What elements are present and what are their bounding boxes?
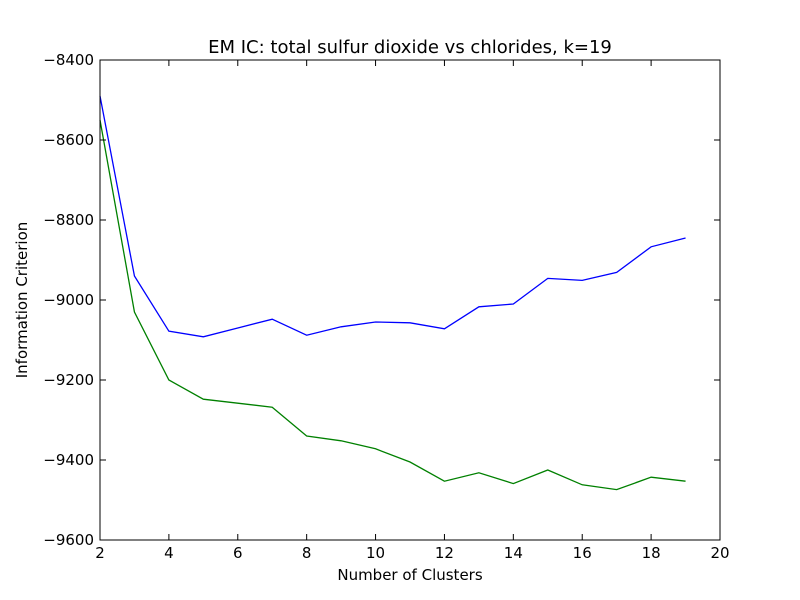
x-tick-label: 20 — [710, 544, 729, 562]
y-tick-label: −9200 — [43, 371, 94, 389]
chart-title: EM IC: total sulfur dioxide vs chlorides… — [208, 37, 612, 58]
x-tick-label: 18 — [642, 544, 661, 562]
x-tick-label: 2 — [95, 544, 105, 562]
y-tick-label: −9600 — [43, 531, 94, 549]
series-line-2 — [99, 119, 686, 491]
y-axis-label: Information Criterion — [13, 222, 31, 379]
x-tick-label: 8 — [302, 544, 312, 562]
y-tick-label: −8600 — [43, 131, 94, 149]
y-tick-label: −8800 — [43, 211, 94, 229]
y-tick-label: −9000 — [43, 291, 94, 309]
x-tick-label: 4 — [164, 544, 174, 562]
series-line-1 — [99, 95, 686, 338]
x-tick-label: 6 — [233, 544, 243, 562]
y-tick-label: −9400 — [43, 451, 94, 469]
x-tick-label: 16 — [573, 544, 592, 562]
x-tick-label: 10 — [366, 544, 385, 562]
plot-frame — [99, 59, 721, 541]
y-axis: −9600 −9400 −9200 −9000 −8800 −8600 −8400 — [43, 51, 720, 549]
y-tick-label: −8400 — [43, 51, 94, 69]
x-axis-label: Number of Clusters — [337, 566, 482, 584]
x-axis: 2 4 6 8 10 12 14 16 18 20 — [95, 60, 730, 562]
plot-area — [99, 95, 686, 491]
x-tick-label: 12 — [435, 544, 454, 562]
x-tick-label: 14 — [504, 544, 523, 562]
